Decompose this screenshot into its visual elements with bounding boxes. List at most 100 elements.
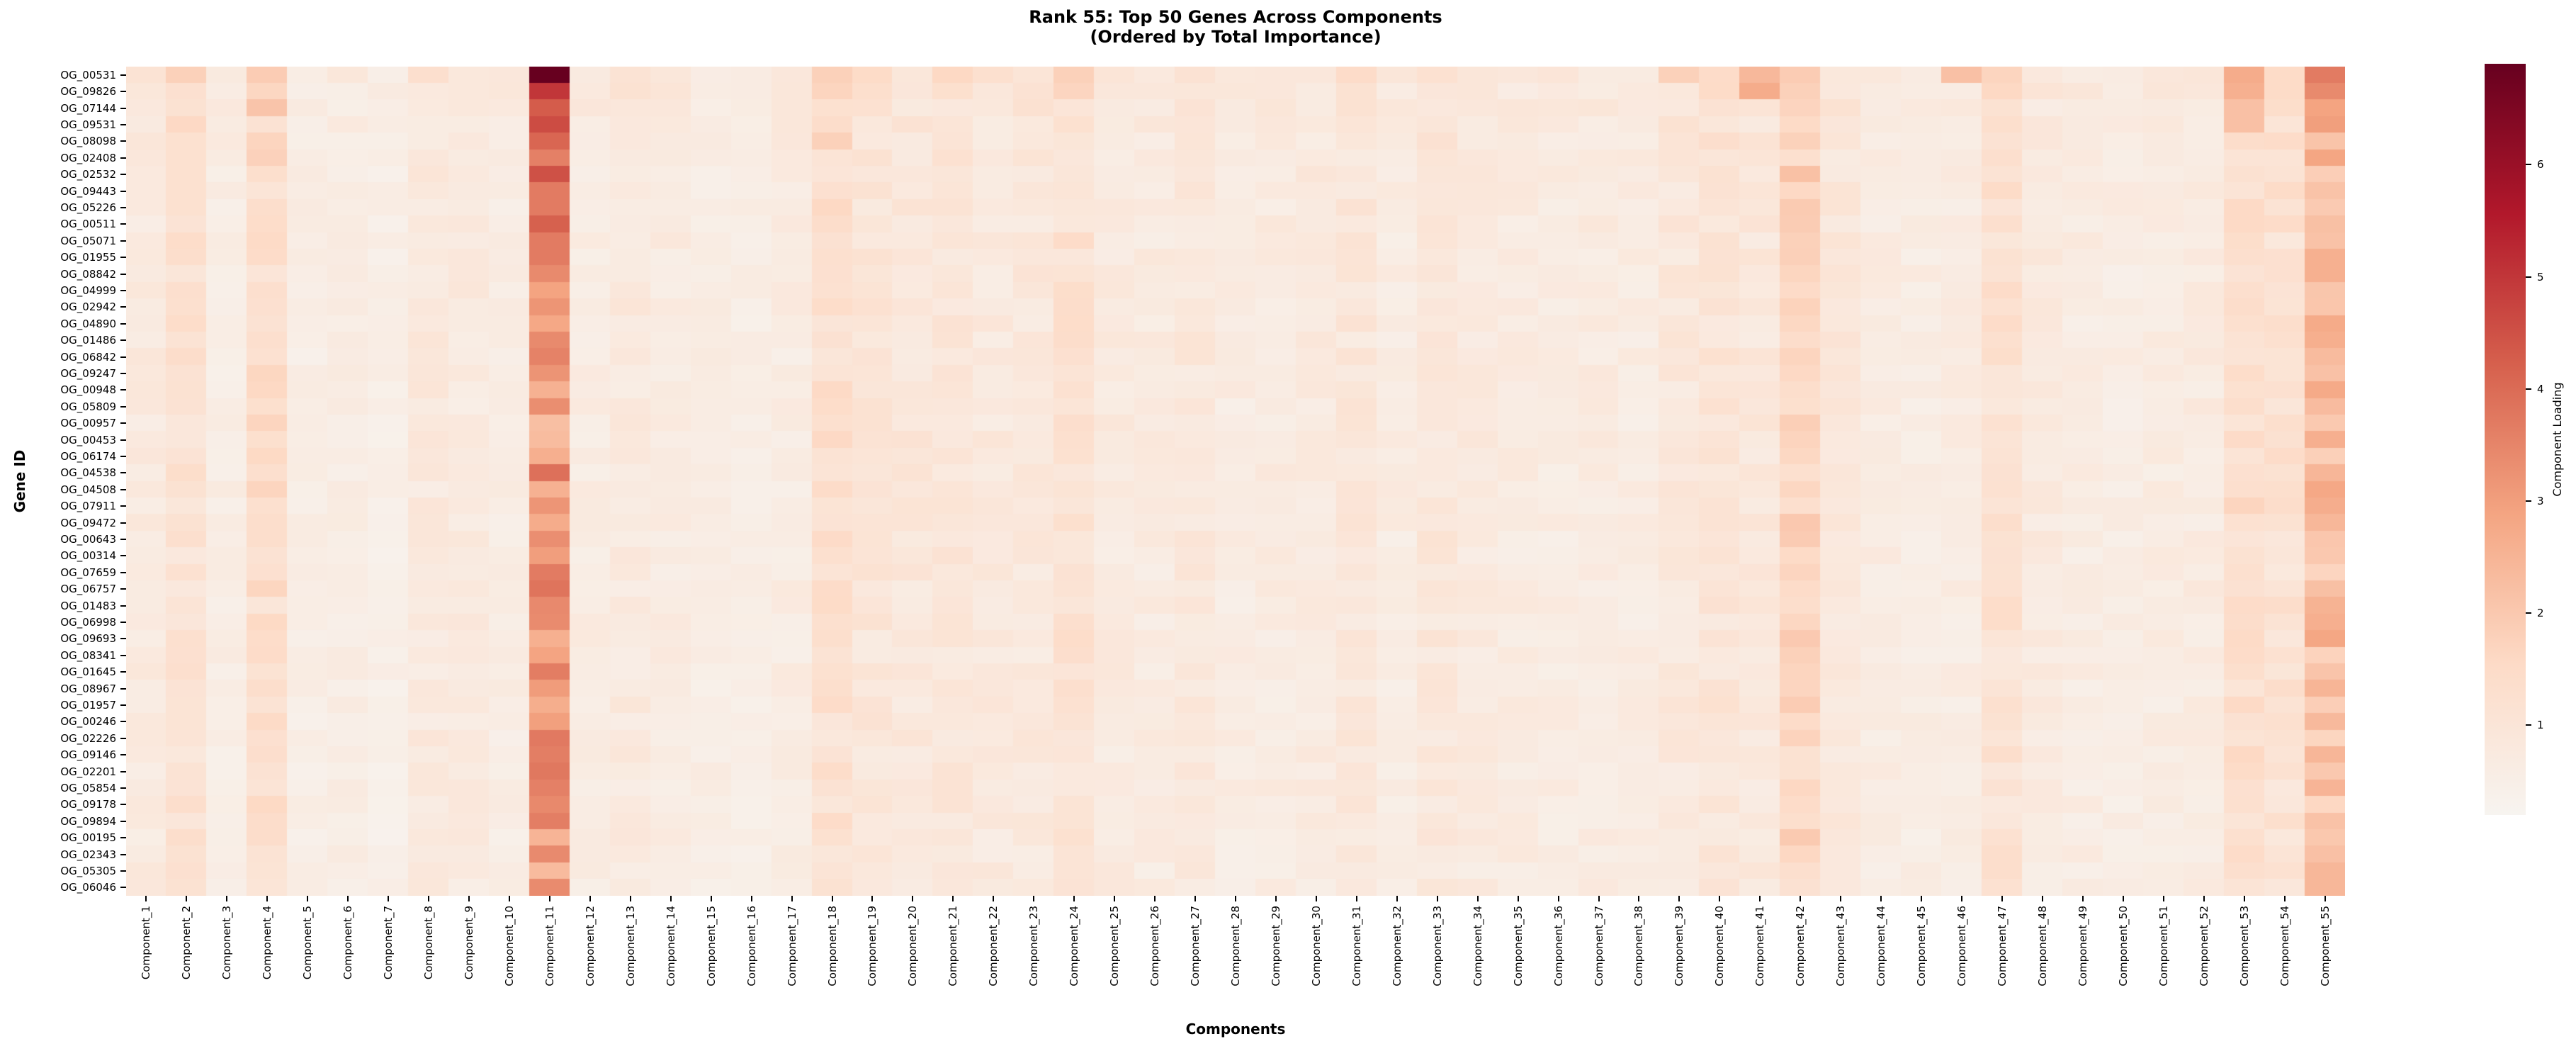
x-tick-label: Component_55 <box>2318 906 2332 987</box>
y-tick-mark <box>120 306 126 308</box>
y-tick-label: OG_06757 <box>60 583 116 596</box>
x-tick-mark <box>1194 896 1197 901</box>
x-tick-label: Component_16 <box>745 906 758 987</box>
x-tick-label: Component_44 <box>1875 906 1888 987</box>
y-tick-label: OG_09178 <box>60 798 116 811</box>
y-tick-mark <box>120 339 126 342</box>
y-tick-mark <box>120 140 126 142</box>
y-tick-label: OG_02343 <box>60 848 116 861</box>
y-tick-mark <box>120 273 126 275</box>
x-tick-label: Component_29 <box>1269 906 1282 987</box>
y-tick-mark <box>120 356 126 358</box>
colorbar-tick-label: 1 <box>2537 719 2544 732</box>
y-tick-mark <box>120 870 126 872</box>
x-tick-label: Component_37 <box>1592 906 1605 987</box>
y-tick-label: OG_09247 <box>60 366 116 380</box>
colorbar-tick-mark <box>2526 276 2531 278</box>
x-tick-label: Component_51 <box>2157 906 2170 987</box>
x-tick-mark <box>1759 896 1761 901</box>
x-tick-label: Component_27 <box>1189 906 1202 987</box>
x-tick-label: Component_46 <box>1955 906 1969 987</box>
y-tick-label: OG_01483 <box>60 599 116 612</box>
x-tick-label: Component_54 <box>2278 906 2291 987</box>
x-tick-label: Component_19 <box>866 906 879 987</box>
x-tick-mark <box>186 896 188 901</box>
y-tick-mark <box>120 804 126 806</box>
y-tick-label: OG_00195 <box>60 831 116 845</box>
y-tick-mark <box>120 439 126 441</box>
x-tick-label: Component_6 <box>341 906 355 980</box>
x-tick-mark <box>2162 896 2164 901</box>
y-tick-label: OG_02532 <box>60 168 116 181</box>
x-tick-mark <box>1114 896 1116 901</box>
colorbar-label: Component Loading <box>2550 382 2564 497</box>
x-tick-label: Component_30 <box>1309 906 1323 987</box>
chart-title-line2: (Ordered by Total Importance) <box>1090 27 1382 47</box>
x-tick-mark <box>2081 896 2084 901</box>
y-tick-mark <box>120 687 126 690</box>
x-tick-mark <box>1921 896 1923 901</box>
x-tick-label: Component_47 <box>1995 906 2009 987</box>
y-tick-mark <box>120 754 126 756</box>
x-tick-label: Component_21 <box>947 906 960 987</box>
x-tick-mark <box>1800 896 1802 901</box>
y-tick-mark <box>120 174 126 176</box>
x-tick-mark <box>1436 896 1438 901</box>
colorbar-tick-label: 3 <box>2537 495 2544 507</box>
y-tick-mark <box>120 322 126 325</box>
x-tick-mark <box>710 896 712 901</box>
y-tick-mark <box>120 522 126 524</box>
x-tick-label: Component_22 <box>987 906 1000 987</box>
x-tick-label: Component_25 <box>1108 906 1122 987</box>
y-tick-label: OG_09894 <box>60 814 116 828</box>
colorbar-tick-label: 4 <box>2537 382 2544 395</box>
colorbar-tick-mark <box>2526 388 2531 390</box>
x-tick-mark <box>1235 896 1236 901</box>
x-tick-label: Component_15 <box>704 906 718 987</box>
x-tick-label: Component_17 <box>785 906 798 987</box>
y-tick-mark <box>120 737 126 739</box>
x-tick-label: Component_49 <box>2076 906 2089 987</box>
x-tick-mark <box>1275 896 1277 901</box>
y-tick-mark <box>120 190 126 192</box>
x-tick-mark <box>1678 896 1680 901</box>
x-tick-label: Component_41 <box>1753 906 1767 987</box>
x-tick-label: Component_42 <box>1794 906 1807 987</box>
y-tick-label: OG_08967 <box>60 682 116 695</box>
x-tick-label: Component_34 <box>1471 906 1484 987</box>
y-tick-label: OG_06046 <box>60 881 116 894</box>
y-tick-mark <box>120 820 126 822</box>
y-tick-mark <box>120 107 126 109</box>
y-tick-label: OG_05809 <box>60 400 116 413</box>
y-tick-mark <box>120 389 126 391</box>
x-tick-mark <box>508 896 510 901</box>
y-tick-label: OG_06842 <box>60 350 116 364</box>
y-tick-mark <box>120 538 126 540</box>
y-tick-label: OG_08842 <box>60 267 116 281</box>
y-tick-label: OG_08341 <box>60 648 116 662</box>
y-tick-mark <box>120 289 126 291</box>
x-tick-label: Component_3 <box>220 906 234 980</box>
x-tick-label: Component_39 <box>1673 906 1686 987</box>
colorbar-tick-mark <box>2526 612 2531 614</box>
x-tick-mark <box>871 896 874 901</box>
y-tick-label: OG_00453 <box>60 433 116 446</box>
x-tick-label: Component_9 <box>463 906 476 980</box>
x-tick-mark <box>1961 896 1963 901</box>
y-tick-mark <box>120 123 126 125</box>
x-tick-label: Component_20 <box>906 906 920 987</box>
x-tick-mark <box>2324 896 2326 901</box>
y-tick-label: OG_00948 <box>60 383 116 397</box>
x-tick-label: Component_38 <box>1632 906 1646 987</box>
x-tick-mark <box>1154 896 1156 901</box>
y-tick-label: OG_00314 <box>60 549 116 563</box>
y-tick-label: OG_00511 <box>60 218 116 231</box>
y-tick-label: OG_09531 <box>60 118 116 131</box>
x-tick-label: Component_28 <box>1229 906 1242 987</box>
y-tick-mark <box>120 588 126 590</box>
x-tick-mark <box>2283 896 2286 901</box>
x-tick-mark <box>912 896 914 901</box>
x-tick-label: Component_23 <box>1027 906 1041 987</box>
colorbar-tick-mark <box>2526 500 2531 502</box>
x-tick-mark <box>750 896 752 901</box>
